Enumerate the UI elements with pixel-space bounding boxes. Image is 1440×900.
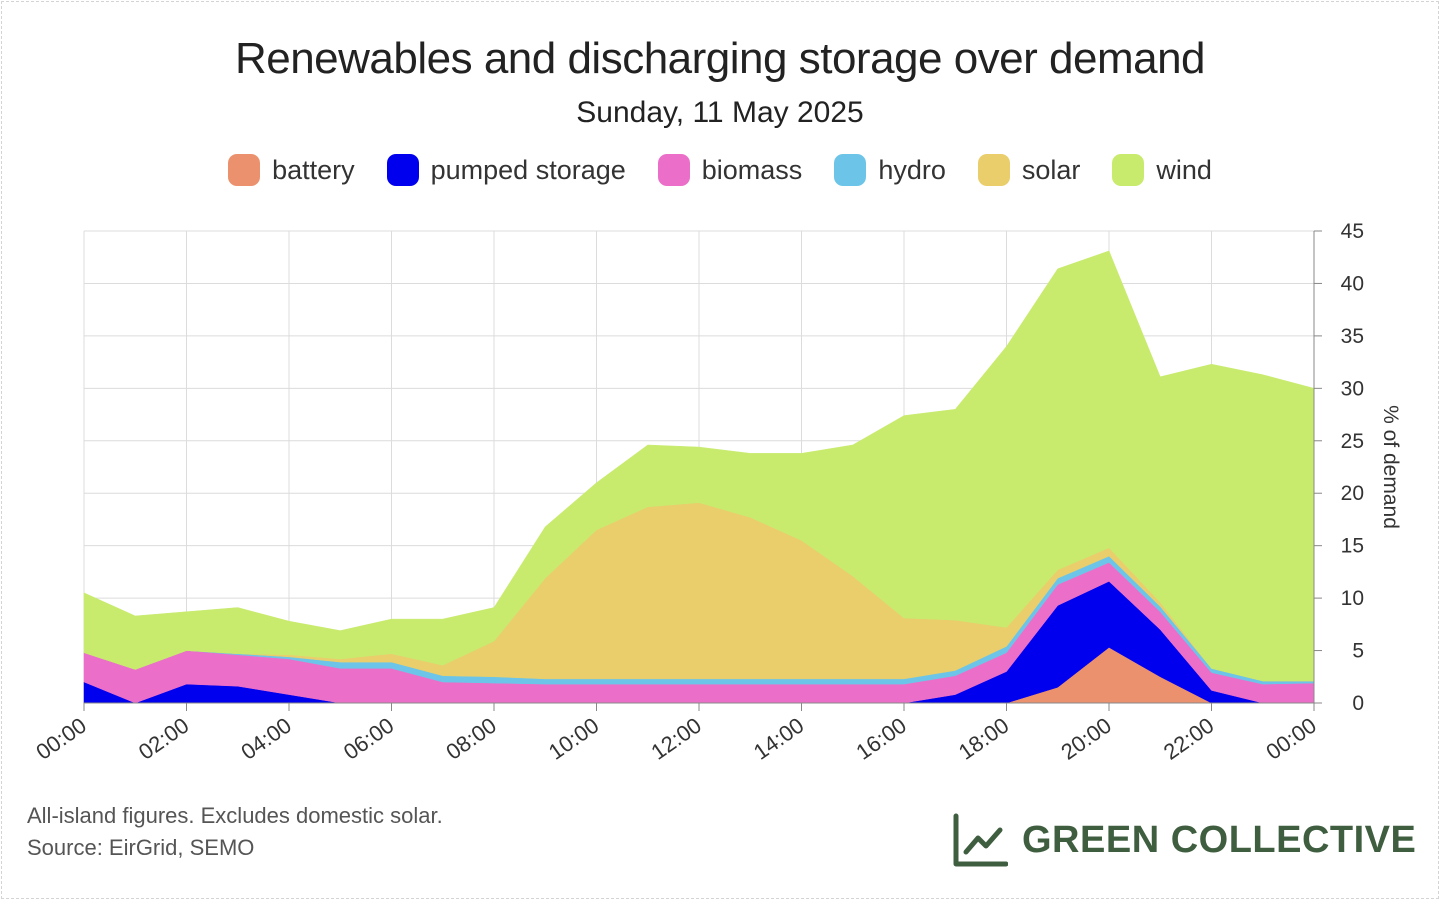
x-tick-label: 04:00 — [236, 713, 295, 765]
x-tick-label: 06:00 — [339, 713, 398, 765]
x-tick-label: 18:00 — [954, 713, 1013, 765]
y-tick-label: 45 — [1341, 220, 1364, 243]
areas — [83, 250, 1315, 704]
y-tick-label: 40 — [1341, 272, 1364, 295]
legend-swatch — [228, 154, 261, 186]
y-tick-label: 20 — [1341, 482, 1364, 505]
x-tick-label: 00:00 — [1261, 713, 1320, 765]
legend-label: battery — [272, 154, 355, 185]
legend-item-biomass[interactable]: biomass — [657, 154, 803, 186]
legend-swatch — [657, 154, 690, 186]
legend-label: solar — [1021, 154, 1081, 185]
chart-title: Renewables and discharging storage over … — [234, 34, 1206, 83]
x-tick-label: 00:00 — [31, 713, 90, 765]
x-tick-label: 14:00 — [749, 713, 808, 765]
footnote-source: Source: EirGrid, SEMO — [27, 835, 255, 860]
y-tick-label: 25 — [1341, 430, 1364, 453]
brand-name: GREEN COLLECTIVE — [1022, 818, 1417, 861]
legend-swatch — [386, 154, 419, 186]
y-tick-label: 30 — [1341, 377, 1364, 400]
legend-label: biomass — [701, 154, 803, 185]
legend-swatch — [834, 154, 867, 186]
legend-label: hydro — [878, 154, 946, 185]
y-tick-label: 35 — [1341, 325, 1364, 348]
footnote: All-island figures. Excludes domestic so… — [27, 800, 443, 864]
x-tick-label: 02:00 — [134, 713, 193, 765]
x-tick-label: 16:00 — [851, 713, 910, 765]
legend-swatch — [977, 154, 1010, 186]
x-tick-label: 08:00 — [441, 713, 500, 765]
y-tick-label: 10 — [1341, 587, 1364, 610]
legend-item-hydro[interactable]: hydro — [834, 154, 946, 186]
y-tick-label: 5 — [1352, 640, 1364, 663]
y-tick-label: 15 — [1341, 535, 1364, 558]
legend-item-pumped-storage[interactable]: pumped storage — [386, 154, 626, 186]
x-tick-label: 22:00 — [1159, 713, 1218, 765]
x-tick-label: 20:00 — [1056, 713, 1115, 765]
legend-label: pumped storage — [430, 154, 626, 185]
chart-subtitle: Sunday, 11 May 2025 — [576, 96, 864, 129]
line-chart-icon — [953, 813, 1008, 867]
footnote-coverage: All-island figures. Excludes domestic so… — [27, 803, 443, 828]
legend: battery pumped storage biomass hydro solar wi… — [0, 154, 1440, 186]
brand-logo: GREEN COLLECTIVE — [952, 812, 1416, 868]
x-tick-label: 12:00 — [646, 713, 705, 765]
legend-swatch — [1112, 154, 1145, 186]
legend-item-wind[interactable]: wind — [1112, 154, 1212, 186]
legend-label: wind — [1156, 154, 1212, 185]
legend-item-solar[interactable]: solar — [977, 154, 1081, 186]
y-tick-label: 0 — [1352, 692, 1364, 715]
x-tick-label: 10:00 — [544, 713, 603, 765]
legend-item-battery[interactable]: battery — [228, 154, 355, 186]
y-axis-label: % of demand — [1379, 405, 1402, 529]
